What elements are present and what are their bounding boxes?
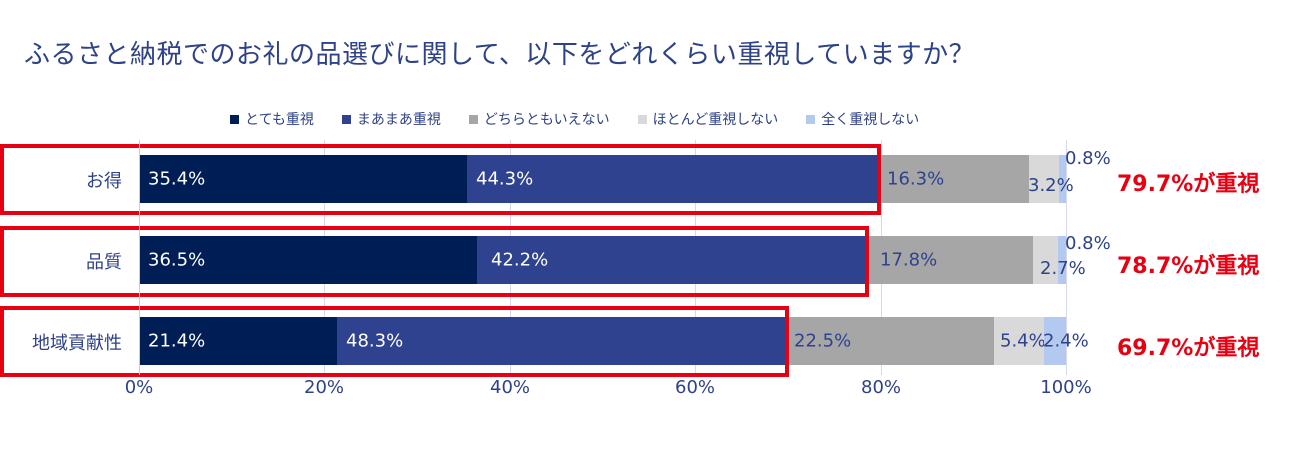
legend-swatch-icon bbox=[637, 114, 647, 124]
bar-row-otoku: 35.4% 44.3% 16.3% bbox=[139, 155, 1066, 203]
row-label-otoku: お得 bbox=[86, 171, 122, 192]
value-label: 16.3% bbox=[887, 168, 945, 190]
summary-annotation: 69.7%が重視 bbox=[1117, 336, 1260, 361]
legend-swatch-icon bbox=[230, 114, 239, 124]
legend-item-very-important: とても重視 bbox=[230, 109, 314, 129]
value-label-not: 0.8% bbox=[1065, 148, 1111, 169]
bar-row-quality: 36.5% 42.2% 17.8% bbox=[139, 236, 1066, 284]
value-label: 17.8% bbox=[880, 249, 938, 271]
value-label: 2.4% bbox=[1043, 330, 1089, 352]
x-tick: 60% bbox=[674, 377, 716, 398]
legend: とても重視 まあまあ重視 どちらともいえない ほとんど重視しない 全く重視しない bbox=[230, 109, 919, 129]
chart-title: ふるさと納税でのお礼の品選びに関して、以下をどれくらい重視していますか？ bbox=[24, 40, 976, 70]
legend-swatch-icon bbox=[806, 114, 816, 124]
bar-segment-not-important bbox=[1059, 155, 1066, 203]
highlight-box bbox=[0, 144, 881, 215]
legend-item-neutral: どちらともいえない bbox=[468, 109, 610, 129]
summary-annotation: 78.7%が重視 bbox=[1117, 254, 1260, 279]
legend-label: まあまあ重視 bbox=[356, 112, 441, 128]
highlight-box bbox=[0, 226, 869, 297]
legend-swatch-icon bbox=[341, 114, 351, 124]
value-label: 21.4% bbox=[148, 330, 206, 352]
bar-segment-somewhat-important: 48.3% bbox=[337, 317, 785, 365]
legend-label: どちらともいえない bbox=[483, 112, 610, 128]
legend-swatch-icon bbox=[468, 114, 478, 124]
bar-segment-somewhat-important: 42.2% bbox=[477, 236, 868, 284]
value-label: 22.5% bbox=[794, 330, 852, 352]
bar-segment-very-important: 21.4% bbox=[139, 317, 337, 365]
y-axis-line bbox=[139, 140, 140, 375]
row-label-regional-contribution: 地域貢献性 bbox=[32, 333, 122, 354]
highlight-box bbox=[0, 306, 789, 377]
bar-row-regional-contribution: 21.4% 48.3% 22.5% 5.4% 2.4% bbox=[139, 317, 1089, 365]
bar-segment-rarely-important bbox=[1029, 155, 1059, 203]
bar-segment-rarely-important: 5.4% bbox=[994, 317, 1046, 365]
bar-segment-very-important: 35.4% bbox=[139, 155, 467, 203]
bar-segment-not-important bbox=[1058, 236, 1066, 284]
bar-segment-neutral: 17.8% bbox=[868, 236, 1033, 284]
legend-label: ほとんど重視しない bbox=[652, 112, 779, 128]
value-label-rarely: 2.7% bbox=[1040, 258, 1086, 279]
value-label: 42.2% bbox=[491, 249, 549, 271]
value-label: 36.5% bbox=[148, 249, 206, 271]
summary-annotation: 79.7%が重視 bbox=[1117, 172, 1260, 197]
bar-segment-neutral: 16.3% bbox=[878, 155, 1029, 203]
legend-label: 全く重視しない bbox=[821, 112, 920, 128]
value-label: 5.4% bbox=[1000, 330, 1046, 352]
bar-segment-rarely-important bbox=[1033, 236, 1058, 284]
x-tick: 20% bbox=[303, 377, 345, 398]
legend-item-rarely-important: ほとんど重視しない bbox=[637, 109, 779, 129]
value-label: 44.3% bbox=[476, 168, 534, 190]
x-tick: 80% bbox=[860, 377, 902, 398]
gridline bbox=[1066, 140, 1067, 375]
x-tick: 40% bbox=[489, 377, 531, 398]
bar-segment-very-important: 36.5% bbox=[139, 236, 477, 284]
x-tick: 100% bbox=[1040, 377, 1092, 398]
row-label-quality: 品質 bbox=[86, 252, 122, 273]
x-tick: 0% bbox=[124, 377, 154, 398]
bar-segment-neutral: 22.5% bbox=[785, 317, 994, 365]
value-label-not: 0.8% bbox=[1065, 233, 1111, 254]
value-label-rarely: 3.2% bbox=[1028, 175, 1074, 196]
bar-segment-somewhat-important: 44.3% bbox=[467, 155, 878, 203]
bar-segment-not-important: 2.4% bbox=[1043, 317, 1089, 365]
legend-item-not-important: 全く重視しない bbox=[806, 109, 919, 129]
legend-item-somewhat-important: まあまあ重視 bbox=[341, 109, 441, 129]
value-label: 48.3% bbox=[346, 330, 404, 352]
legend-label: とても重視 bbox=[245, 112, 314, 128]
value-label: 35.4% bbox=[148, 168, 206, 190]
